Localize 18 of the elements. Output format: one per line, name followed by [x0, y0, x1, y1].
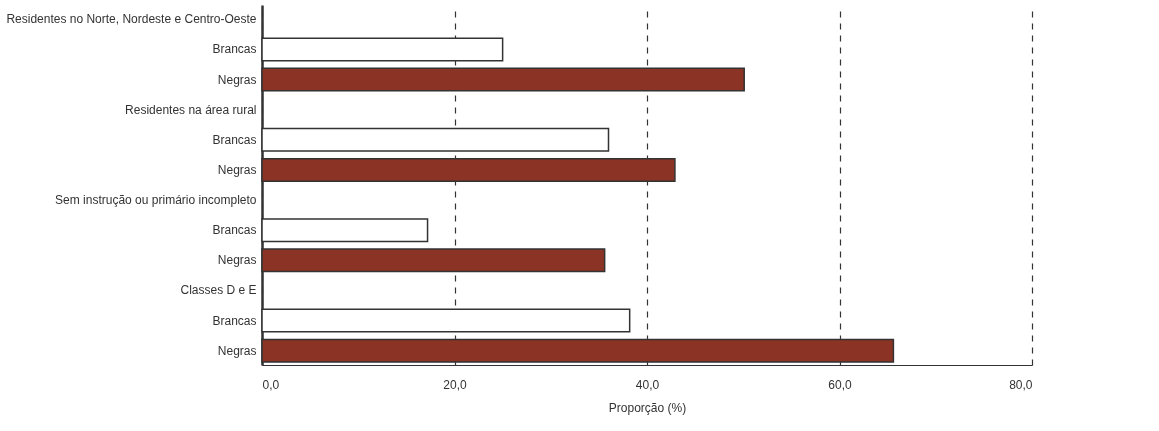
y-tick-label: Brancas — [212, 313, 257, 328]
y-tick-label: Negras — [217, 343, 257, 358]
y-tick-label: Negras — [217, 72, 257, 87]
y-tick-label: Residentes no Norte, Nordeste e Centro-Oeste — [6, 12, 257, 27]
x-tick-label: 60,0 — [828, 377, 852, 392]
x-tick-label: 0,0 — [262, 377, 280, 392]
y-tick-label: Residentes na área rural — [125, 102, 257, 117]
y-tick-label: Sem instrução ou primário incompleto — [55, 193, 257, 208]
x-tick-label: 20,0 — [443, 377, 467, 392]
y-tick-label: Negras — [217, 253, 257, 268]
y-tick-label: Brancas — [212, 223, 257, 238]
x-tick-label: 40,0 — [635, 377, 660, 392]
y-tick-label: Brancas — [212, 132, 257, 147]
y-tick-label: Negras — [217, 162, 257, 177]
x-axis-title: Proporção (%) — [608, 400, 687, 415]
y-tick-label: Classes D e E — [180, 283, 257, 298]
y-tick-label: Brancas — [212, 42, 257, 57]
x-tick-label: 80,0 — [1009, 377, 1033, 392]
